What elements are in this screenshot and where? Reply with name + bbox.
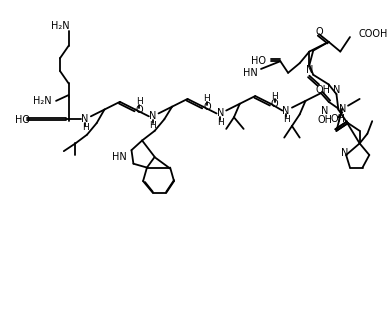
Text: O: O	[315, 27, 323, 37]
Text: O: O	[135, 104, 143, 115]
Text: H: H	[271, 91, 278, 100]
Text: N: N	[217, 108, 224, 118]
Text: OH: OH	[317, 115, 332, 125]
Text: H: H	[203, 95, 210, 104]
Text: HO: HO	[16, 115, 30, 125]
Text: H₂N: H₂N	[50, 21, 69, 31]
Text: O: O	[271, 99, 278, 109]
Text: N: N	[306, 65, 313, 75]
Text: H: H	[217, 117, 224, 126]
Text: HN: HN	[112, 152, 127, 162]
Text: H₂N: H₂N	[33, 96, 52, 106]
Text: OH: OH	[331, 114, 346, 124]
Text: N: N	[339, 104, 346, 113]
Text: H: H	[136, 97, 143, 106]
Text: N: N	[149, 111, 156, 121]
Text: N: N	[81, 114, 89, 124]
Text: HN: HN	[243, 68, 258, 78]
Text: H: H	[82, 123, 88, 132]
Text: O: O	[203, 102, 211, 112]
Text: N: N	[321, 107, 328, 117]
Text: N: N	[282, 105, 290, 116]
Text: HO: HO	[251, 56, 265, 66]
Text: H: H	[283, 115, 289, 124]
Text: N: N	[341, 148, 349, 158]
Text: N: N	[333, 85, 340, 95]
Text: COOH: COOH	[359, 29, 388, 39]
Text: OH: OH	[316, 85, 330, 95]
Text: H: H	[149, 121, 156, 130]
